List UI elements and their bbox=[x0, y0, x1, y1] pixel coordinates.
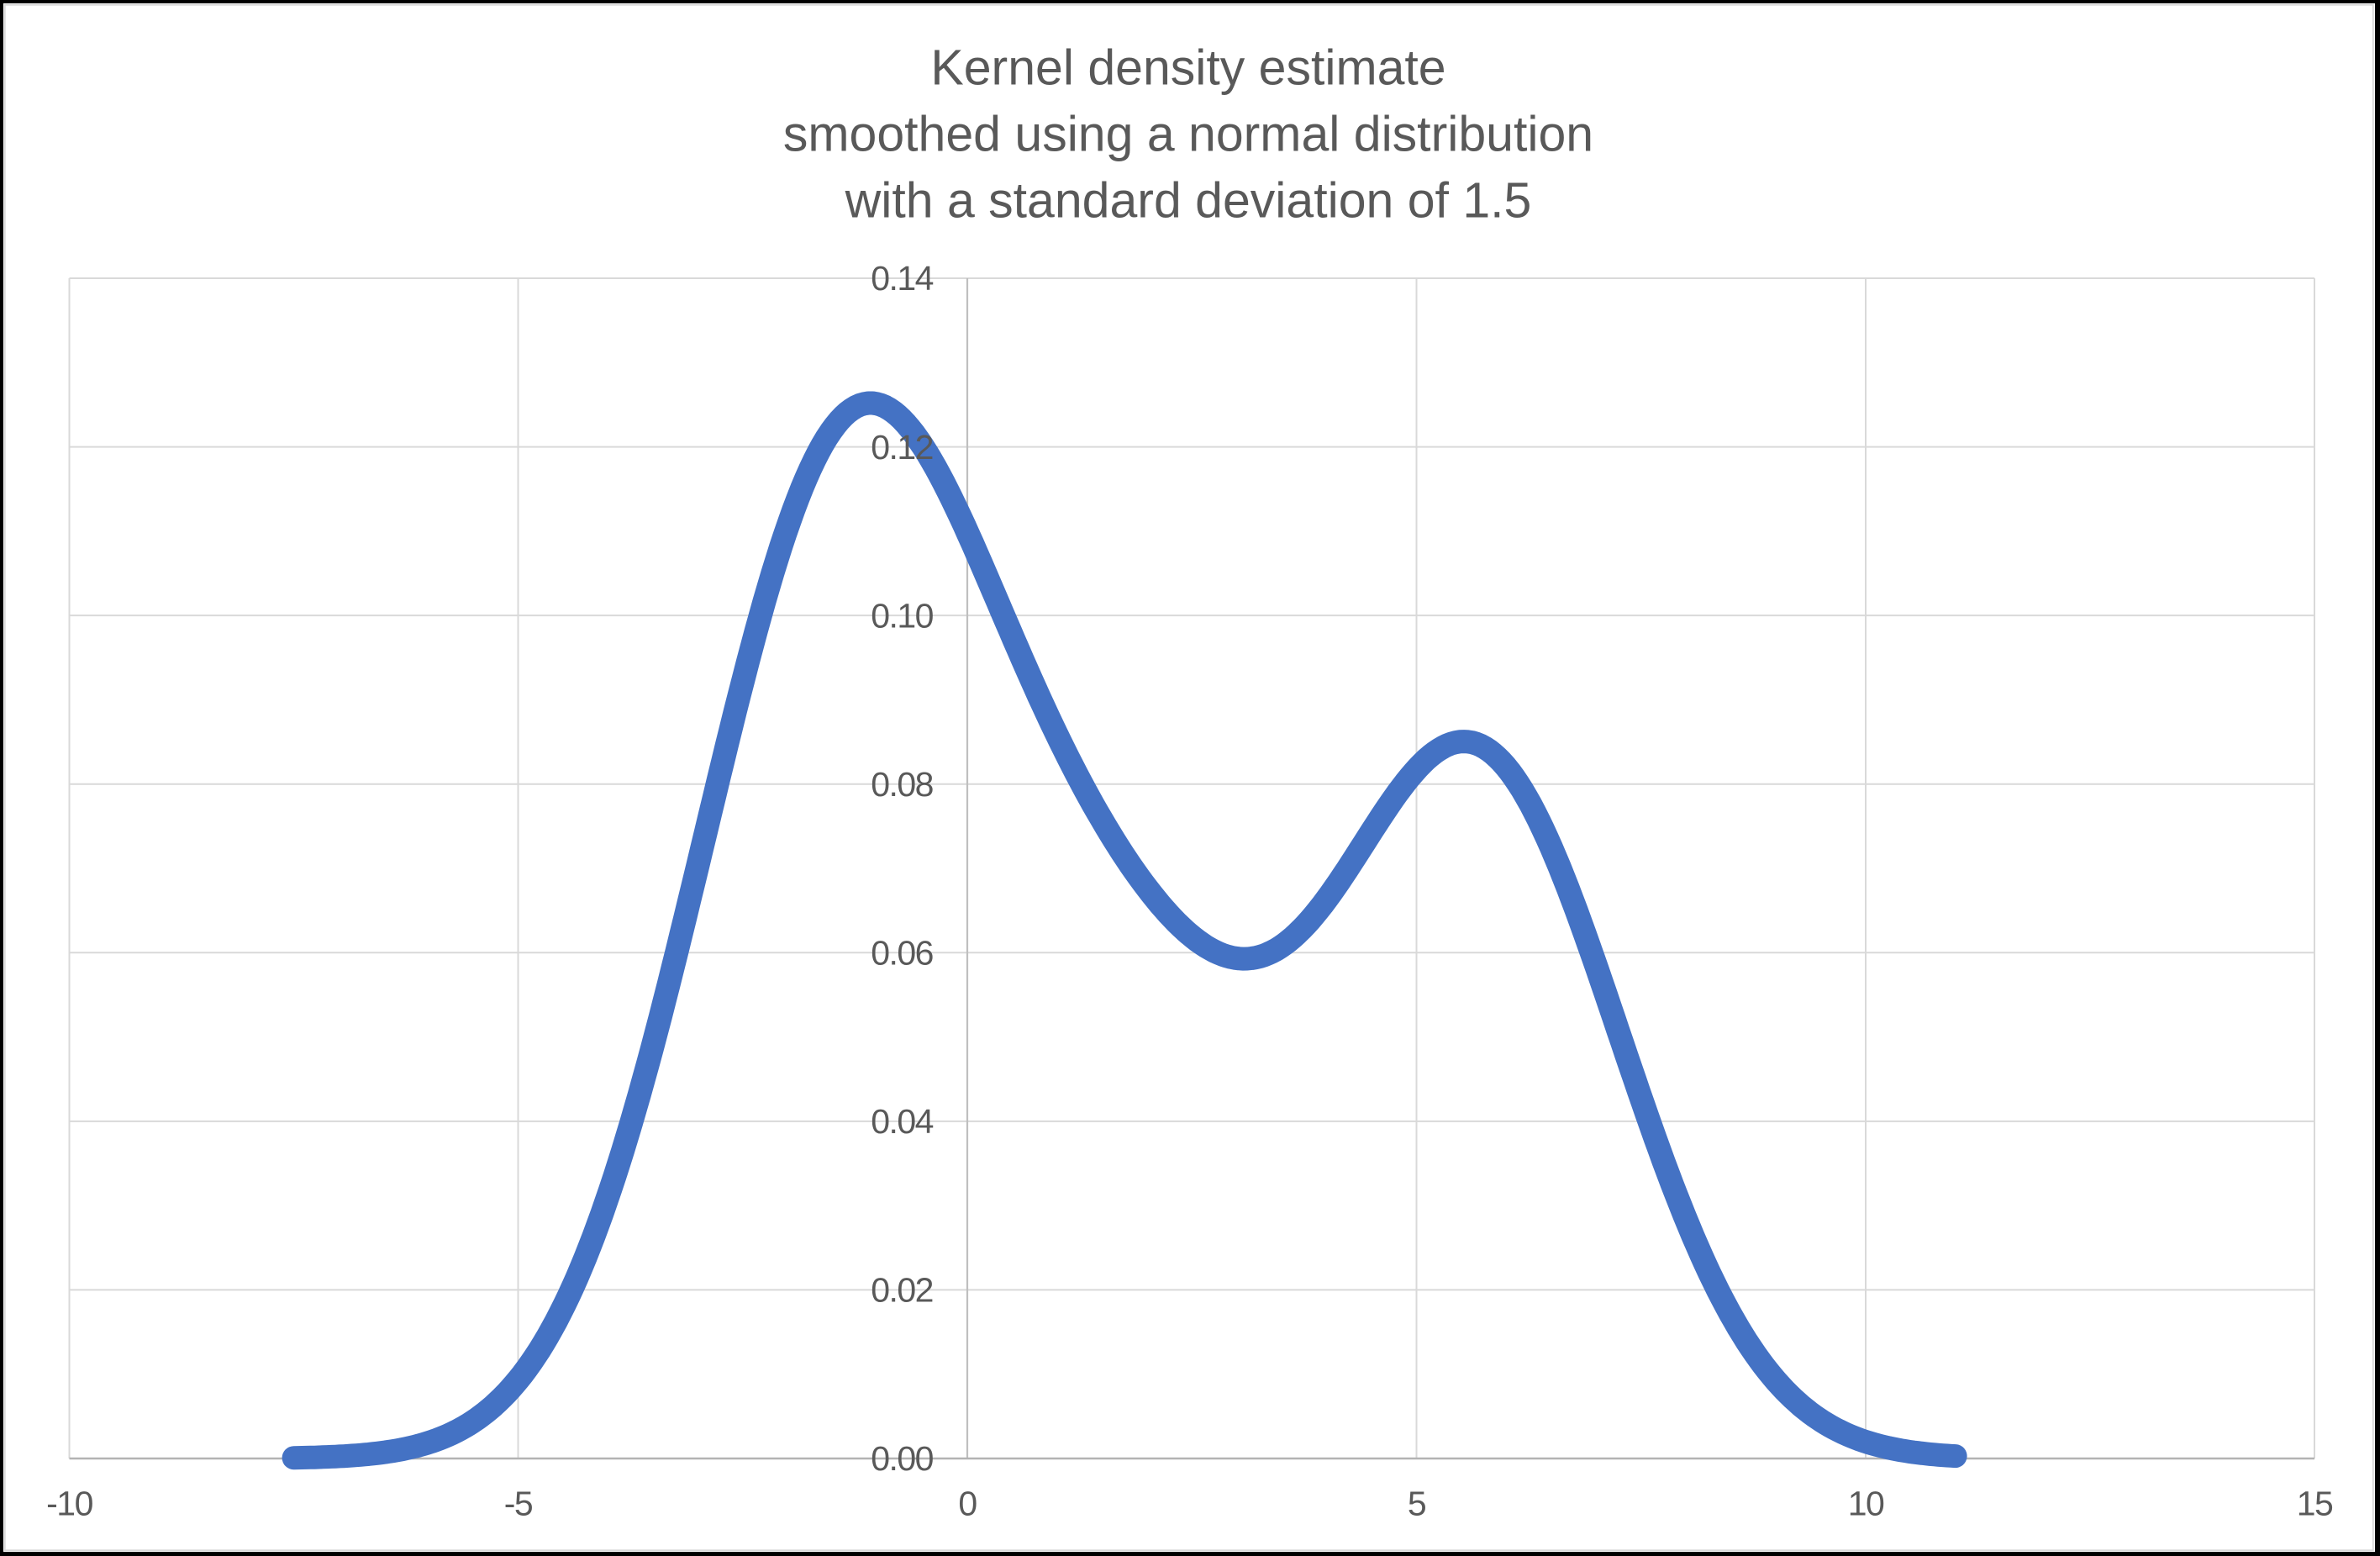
svg-text:0: 0 bbox=[958, 1485, 977, 1523]
svg-text:with a standard deviation of 1: with a standard deviation of 1.5 bbox=[845, 173, 1532, 229]
svg-text:0.04: 0.04 bbox=[871, 1102, 933, 1141]
svg-text:-10: -10 bbox=[46, 1485, 92, 1523]
svg-text:0.14: 0.14 bbox=[871, 259, 933, 298]
svg-text:0.00: 0.00 bbox=[871, 1439, 933, 1478]
svg-text:smoothed using a normal distri: smoothed using a normal distribution bbox=[783, 107, 1593, 162]
svg-text:10: 10 bbox=[1848, 1485, 1884, 1523]
svg-text:15: 15 bbox=[2297, 1485, 2333, 1523]
svg-text:0.10: 0.10 bbox=[871, 596, 933, 635]
svg-text:0.06: 0.06 bbox=[871, 934, 933, 973]
svg-text:0.08: 0.08 bbox=[871, 765, 933, 804]
svg-text:0.02: 0.02 bbox=[871, 1271, 933, 1310]
svg-text:-5: -5 bbox=[504, 1485, 533, 1523]
svg-text:Kernel density estimate: Kernel density estimate bbox=[930, 40, 1445, 96]
svg-text:0.12: 0.12 bbox=[871, 428, 933, 467]
svg-text:5: 5 bbox=[1408, 1485, 1426, 1523]
